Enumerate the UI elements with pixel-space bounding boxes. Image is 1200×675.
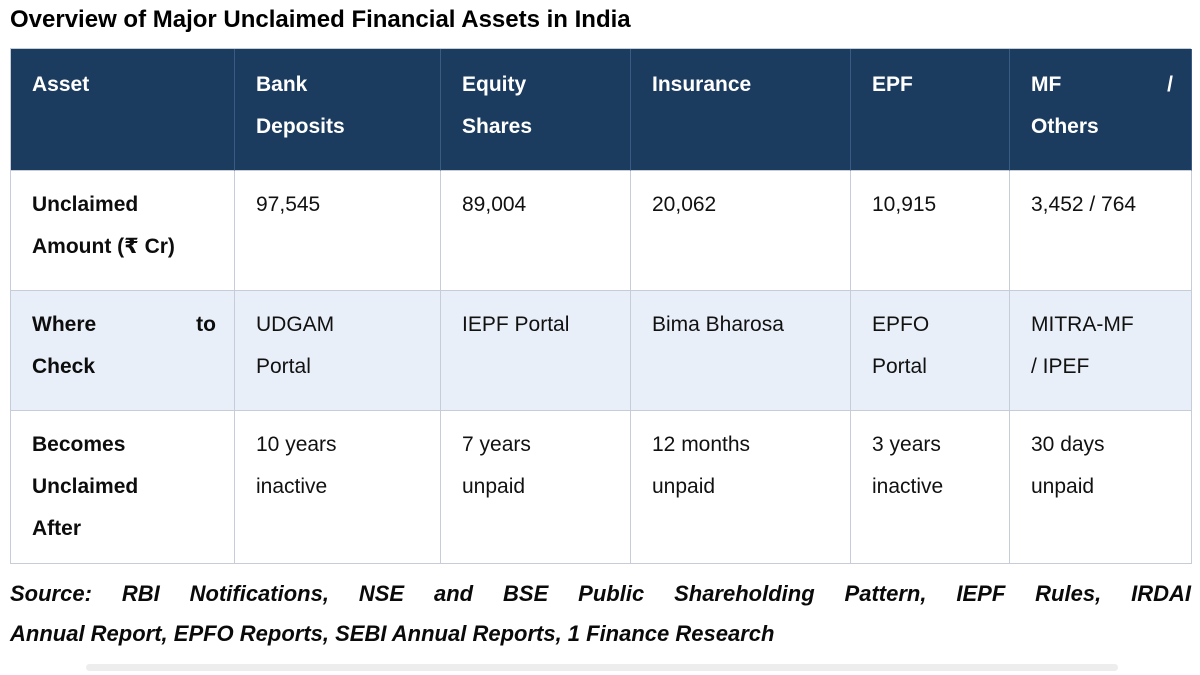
cell-word: to: [196, 313, 216, 336]
data-cell: EPFO Portal: [851, 291, 1010, 411]
data-cell: MITRA-MF / IPEF: [1010, 291, 1192, 411]
source-line: Source: RBI Notifications, NSE and BSE P…: [10, 581, 1191, 606]
cell-line: Insurance: [652, 73, 752, 96]
cell-line: Asset: [32, 73, 90, 96]
source-note: Source: RBI Notifications, NSE and BSE P…: [10, 574, 1191, 654]
cell-line: inactive: [872, 475, 944, 498]
data-cell: 3,452 / 764: [1010, 171, 1192, 291]
cell-line: MITRA-MF: [1031, 313, 1134, 336]
row-label-cell: Where to Check: [11, 291, 235, 411]
data-cell: 97,545: [235, 171, 441, 291]
data-cell: 89,004: [441, 171, 631, 291]
cell-line: 3,452 / 764: [1031, 193, 1137, 216]
unclaimed-assets-table: Asset Bank Deposits Equity Shares Insurance EP…: [10, 48, 1192, 564]
cell-line: 97,545: [256, 193, 321, 216]
cell-line: / IPEF: [1031, 355, 1090, 378]
cell-line: Where to: [32, 304, 216, 346]
bottom-divider: [86, 664, 1118, 671]
cell-line: Amount (₹ Cr): [32, 235, 175, 258]
cell-line: Portal: [872, 355, 927, 378]
cell-line: Check: [32, 355, 96, 378]
cell-line: EPFO: [872, 313, 930, 336]
cell-line: Deposits: [256, 115, 345, 138]
data-cell: 10 years inactive: [235, 411, 441, 564]
data-cell: 10,915: [851, 171, 1010, 291]
cell-line: 10 years: [256, 433, 337, 456]
cell-line: 30 days: [1031, 433, 1105, 456]
cell-line: UDGAM: [256, 313, 335, 336]
cell-line: Bank: [256, 73, 308, 96]
data-cell: IEPF Portal: [441, 291, 631, 411]
cell-line: 20,062: [652, 193, 717, 216]
data-cell: 30 days unpaid: [1010, 411, 1192, 564]
header-cell-bank-deposits: Bank Deposits: [235, 49, 441, 171]
data-cell: UDGAM Portal: [235, 291, 441, 411]
row-label-cell: Becomes Unclaimed After: [11, 411, 235, 564]
cell-line: Bima Bharosa: [652, 313, 784, 336]
cell-word: Where: [32, 313, 97, 336]
cell-line: inactive: [256, 475, 328, 498]
cell-line: unpaid: [652, 475, 716, 498]
source-line: Annual Report, EPFO Reports, SEBI Annual…: [10, 621, 775, 646]
row-label-cell: Unclaimed Amount (₹ Cr): [11, 171, 235, 291]
cell-line: After: [32, 517, 82, 540]
cell-line: Becomes: [32, 433, 126, 456]
header-cell-mf-others: MF / Others: [1010, 49, 1192, 171]
data-cell: Bima Bharosa: [631, 291, 851, 411]
header-cell-insurance: Insurance: [631, 49, 851, 171]
cell-line: 7 years: [462, 433, 531, 456]
cell-line: unpaid: [462, 475, 526, 498]
cell-line: MF /: [1031, 64, 1173, 106]
cell-line: Unclaimed: [32, 475, 139, 498]
data-cell: 20,062: [631, 171, 851, 291]
header-cell-equity-shares: Equity Shares: [441, 49, 631, 171]
cell-line: 3 years: [872, 433, 941, 456]
data-cell: 12 months unpaid: [631, 411, 851, 564]
cell-line: Shares: [462, 115, 533, 138]
cell-line: Equity: [462, 73, 527, 96]
cell-line: Others: [1031, 115, 1099, 138]
header-cell-epf: EPF: [851, 49, 1010, 171]
header-cell-asset: Asset: [11, 49, 235, 171]
cell-line: 10,915: [872, 193, 937, 216]
page-title: Overview of Major Unclaimed Financial As…: [10, 6, 631, 33]
cell-line: EPF: [872, 73, 913, 96]
cell-line: 89,004: [462, 193, 527, 216]
cell-word: /: [1167, 73, 1173, 96]
cell-line: Portal: [256, 355, 311, 378]
cell-line: 12 months: [652, 433, 751, 456]
cell-line: Unclaimed: [32, 193, 139, 216]
cell-line: IEPF Portal: [462, 313, 570, 336]
cell-word: MF: [1031, 73, 1062, 96]
data-cell: 7 years unpaid: [441, 411, 631, 564]
cell-line: unpaid: [1031, 475, 1095, 498]
data-cell: 3 years inactive: [851, 411, 1010, 564]
